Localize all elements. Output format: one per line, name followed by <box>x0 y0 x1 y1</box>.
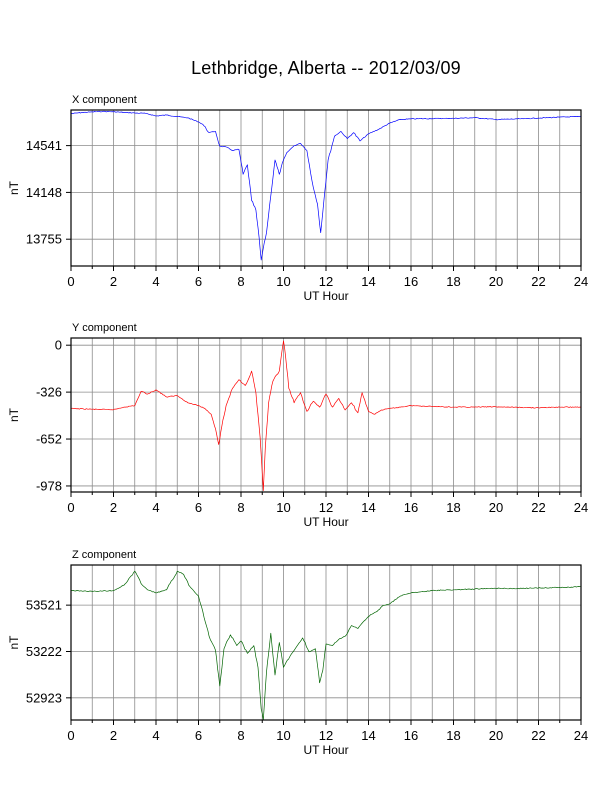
x-tick-label: 18 <box>446 728 460 743</box>
x-tick-label: 10 <box>276 728 290 743</box>
x-tick-label: 6 <box>195 274 202 289</box>
plot-frame-z <box>70 564 582 721</box>
x-tick-label: 16 <box>404 728 418 743</box>
x-tick-label: 8 <box>237 274 244 289</box>
x-tick-label: 6 <box>195 728 202 743</box>
y-tick-label: -326 <box>36 385 62 400</box>
x-tick-label: 2 <box>110 274 117 289</box>
y-axis-label-x: nT <box>7 180 21 195</box>
panel-title-x: X component <box>72 94 137 106</box>
x-tick-label: 4 <box>152 274 159 289</box>
x-tick-label: 0 <box>67 728 74 743</box>
y-tick-label: -978 <box>36 478 62 493</box>
panel-title-z: Z component <box>72 549 136 561</box>
x-tick-label: 6 <box>195 500 202 515</box>
x-axis-label-x: UT Hour <box>303 289 348 303</box>
x-tick-label: 12 <box>319 500 333 515</box>
x-tick-label: 20 <box>489 274 503 289</box>
y-tick-label: 53222 <box>26 644 62 659</box>
x-tick-label: 2 <box>110 500 117 515</box>
x-tick-label: 10 <box>276 274 290 289</box>
x-tick-label: 22 <box>531 728 545 743</box>
x-axis-label-y: UT Hour <box>303 515 348 529</box>
x-tick-label: 18 <box>446 500 460 515</box>
x-tick-label: 12 <box>319 274 333 289</box>
y-tick-label: 14148 <box>26 185 62 200</box>
series-line-z <box>71 570 582 721</box>
x-tick-label: 24 <box>574 500 588 515</box>
x-tick-label: 8 <box>237 500 244 515</box>
panel-title-y: Y component <box>72 322 137 334</box>
x-tick-label: 14 <box>361 274 375 289</box>
y-tick-label: 0 <box>55 338 62 353</box>
x-tick-label: 0 <box>67 274 74 289</box>
x-tick-label: 0 <box>67 500 74 515</box>
y-tick-label: -652 <box>36 432 62 447</box>
x-tick-label: 16 <box>404 274 418 289</box>
x-tick-label: 4 <box>152 728 159 743</box>
page-title: Lethbridge, Alberta -- 2012/03/09 <box>191 58 461 78</box>
x-tick-label: 4 <box>152 500 159 515</box>
plot-frame-y <box>70 337 582 493</box>
y-tick-label: 14541 <box>26 138 62 153</box>
x-tick-label: 2 <box>110 728 117 743</box>
y-tick-label: 53521 <box>26 598 62 613</box>
x-tick-label: 8 <box>237 728 244 743</box>
x-tick-label: 24 <box>574 274 588 289</box>
y-axis-label-y: nT <box>7 407 21 422</box>
series-line-y <box>70 340 581 491</box>
x-tick-label: 22 <box>531 500 545 515</box>
x-tick-label: 18 <box>446 274 460 289</box>
y-tick-label: 13755 <box>26 232 62 247</box>
x-tick-label: 22 <box>531 274 545 289</box>
series-line-x <box>70 110 582 261</box>
x-tick-label: 16 <box>404 500 418 515</box>
x-axis-label-z: UT Hour <box>303 743 348 757</box>
x-tick-label: 10 <box>276 500 290 515</box>
plot-frame-x <box>70 109 582 267</box>
y-axis-label-z: nT <box>7 635 21 650</box>
x-tick-label: 14 <box>361 500 375 515</box>
x-tick-label: 20 <box>489 500 503 515</box>
x-tick-label: 20 <box>489 728 503 743</box>
x-tick-label: 14 <box>361 728 375 743</box>
y-tick-label: 52923 <box>26 690 62 705</box>
x-tick-label: 12 <box>319 728 333 743</box>
x-tick-label: 24 <box>574 728 588 743</box>
